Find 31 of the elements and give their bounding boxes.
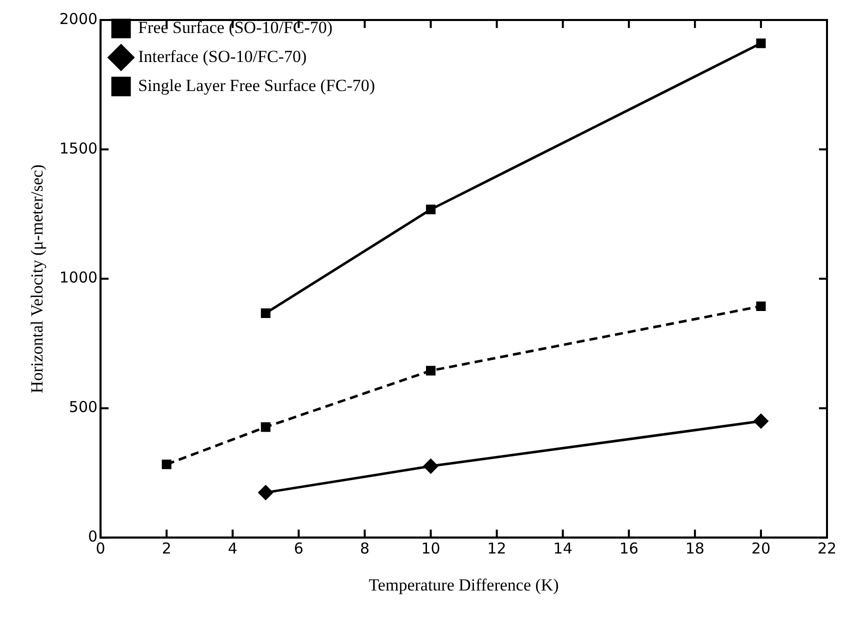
y-tick-label: 500 (68, 398, 98, 416)
x-tick-label: 14 (553, 539, 572, 558)
x-tick-label: 8 (360, 539, 370, 558)
y-tick-label: 2000 (59, 10, 98, 28)
y-tick-label: 0 (88, 527, 98, 546)
y-axis-title: Horizontal Velocity (μ-meter/sec) (28, 164, 47, 394)
point (258, 485, 273, 500)
x-tick-label: 4 (228, 539, 238, 558)
point (426, 204, 436, 214)
y-tick-label: 1500 (59, 139, 98, 158)
x-tick-label: 12 (487, 539, 506, 558)
x-tick-label: 2 (162, 539, 172, 558)
x-tick-label: 22 (817, 539, 837, 558)
x-tick-label: 6 (294, 539, 304, 558)
point (756, 301, 766, 312)
point (162, 460, 172, 470)
point (424, 458, 438, 474)
point (426, 366, 436, 376)
x-tick-label: 16 (619, 539, 638, 558)
legend-label: Single Layer Free Surface (FC-70) (138, 76, 376, 95)
x-tick-label: 20 (751, 539, 771, 558)
point (754, 414, 768, 428)
legend-label: Free Surface (SO-10/FC-70) (138, 18, 333, 37)
point (756, 38, 766, 48)
x-tick-label: 18 (685, 539, 704, 558)
point (260, 308, 270, 318)
point (260, 422, 270, 432)
y-tick-label: 1000 (59, 268, 98, 287)
x-axis-title: Temperature Difference (K) (368, 575, 559, 594)
legend-label: Interface (SO-10/FC-70) (138, 46, 307, 66)
x-tick-label: 10 (421, 539, 440, 558)
